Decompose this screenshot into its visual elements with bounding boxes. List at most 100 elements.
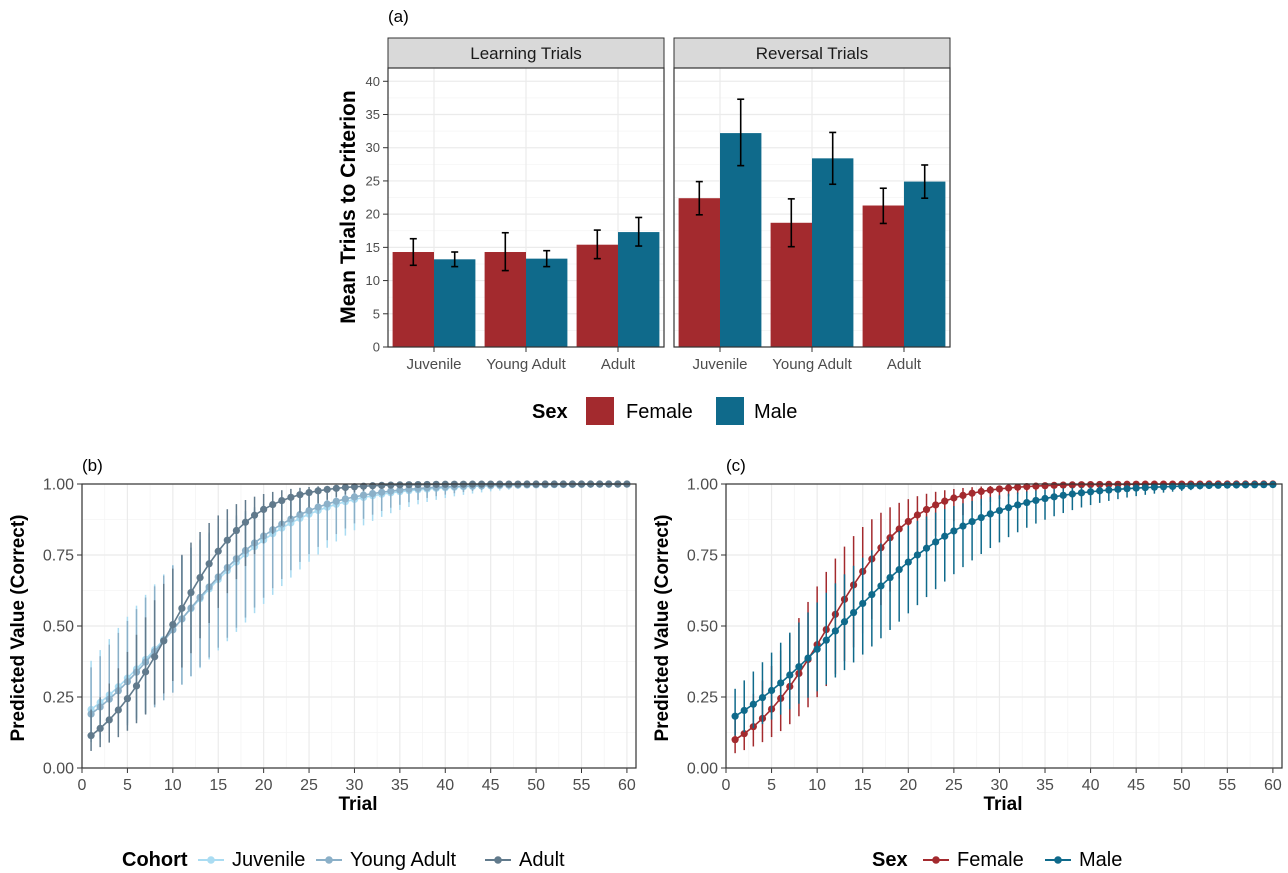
- point-adult: [396, 481, 404, 489]
- point-male: [932, 538, 940, 546]
- panel-c-line-chart: (c) 0 5 10 15 20 25 30 35 40 45 50 55 60 0.00 0.25 0.50…: [652, 456, 1283, 871]
- point-adult: [296, 491, 304, 499]
- legend-label-male: Male: [1079, 849, 1122, 871]
- point-female: [1014, 483, 1022, 491]
- plot-c-x-title: Trial: [983, 794, 1022, 815]
- point-male: [1223, 481, 1231, 489]
- point-young-adult: [305, 506, 313, 515]
- x-tick-label: 20: [255, 777, 273, 794]
- x-tick-label-juvenile: Juvenile: [406, 356, 461, 373]
- point-adult: [123, 695, 132, 703]
- facet-reversal-plot: Juvenile Young Adult Adult: [673, 67, 951, 373]
- point-adult: [260, 505, 268, 514]
- x-tick-label-adult: Adult: [601, 356, 636, 373]
- strip-learning-label: Learning Trials: [470, 44, 582, 63]
- point-male: [886, 574, 894, 582]
- panel-c-label: (c): [726, 456, 746, 475]
- point-male: [1014, 501, 1022, 509]
- point-male: [959, 522, 967, 530]
- legend-key-point-young-adult: [325, 856, 333, 864]
- legend-title: Sex: [872, 849, 908, 871]
- point-adult: [178, 604, 186, 612]
- point-female: [968, 489, 976, 497]
- bar-female-adult: [576, 244, 618, 347]
- point-adult: [323, 485, 331, 494]
- legend-key-point-female: [932, 856, 940, 864]
- point-male: [740, 706, 748, 715]
- point-female: [950, 494, 958, 502]
- point-female: [913, 511, 922, 519]
- legend-key-point-male: [1054, 856, 1062, 864]
- point-adult: [205, 560, 213, 568]
- point-adult: [232, 526, 240, 535]
- point-adult: [314, 487, 322, 495]
- point-female: [740, 730, 748, 738]
- facet-border: [387, 67, 665, 348]
- point-young-adult: [323, 500, 331, 508]
- legend-b: Cohort Juvenile Young Adult Adult: [122, 849, 565, 871]
- bar-male-adult: [904, 181, 946, 347]
- point-male: [1004, 504, 1013, 512]
- point-male: [786, 671, 794, 679]
- point-adult: [387, 481, 395, 489]
- point-adult: [214, 547, 222, 555]
- plot-c-y-title: Predicted Value (Correct): [652, 514, 673, 741]
- x-tick-label: 5: [767, 777, 776, 794]
- x-tick-label: 10: [808, 777, 826, 794]
- x-tick-label-young-adult: Young Adult: [772, 356, 852, 373]
- plot-c-area: 0 5 10 15 20 25 30 35 40 45 50 55 60 0.00 0.25 0.50 0.75…: [687, 477, 1283, 794]
- point-adult: [278, 496, 286, 505]
- strip-reversal: [673, 37, 951, 69]
- point-young-adult: [296, 510, 304, 519]
- point-male: [950, 527, 958, 535]
- point-male: [1123, 485, 1131, 493]
- point-adult: [132, 682, 141, 690]
- point-adult: [105, 716, 113, 724]
- point-male: [1096, 487, 1104, 495]
- point-female: [959, 491, 967, 499]
- point-female: [977, 487, 985, 496]
- point-female: [1041, 482, 1049, 490]
- x-tick-label-young-adult: Young Adult: [486, 356, 566, 373]
- x-tick-label: 0: [722, 777, 731, 794]
- point-adult: [378, 481, 386, 489]
- legend-label-female: Female: [957, 849, 1024, 871]
- point-female: [1023, 483, 1031, 491]
- legend-c: Sex Female Male: [872, 849, 1122, 871]
- x-tick-label: 50: [1173, 777, 1191, 794]
- y-tick-label: 0.50: [687, 619, 718, 636]
- point-adult: [187, 588, 195, 597]
- point-adult: [196, 574, 204, 582]
- x-tick-label: 45: [482, 777, 500, 794]
- point-male: [1050, 493, 1058, 501]
- point-male: [831, 627, 839, 635]
- x-tick-label: 25: [945, 777, 963, 794]
- point-male: [877, 582, 885, 590]
- y-tick-label: 10: [366, 273, 380, 288]
- point-male: [1214, 481, 1222, 489]
- point-male: [1196, 482, 1204, 490]
- legend-label-female: Female: [626, 401, 693, 423]
- point-adult: [223, 536, 231, 544]
- point-male: [850, 608, 858, 617]
- y-tick-label: 0.25: [43, 690, 74, 707]
- y-tick-label: 20: [366, 207, 380, 222]
- point-male: [913, 551, 922, 559]
- point-female: [995, 485, 1004, 493]
- point-female: [1077, 481, 1086, 489]
- legend-swatch-male: [716, 397, 744, 425]
- point-female: [1050, 481, 1058, 489]
- point-female: [986, 486, 994, 494]
- strip-reversal-label: Reversal Trials: [756, 44, 868, 63]
- x-tick-label: 10: [164, 777, 182, 794]
- legend-label-juvenile: Juvenile: [232, 849, 305, 871]
- point-adult: [405, 481, 413, 489]
- legend-title: Cohort: [122, 849, 188, 871]
- point-young-adult: [378, 488, 386, 496]
- y-tick-label: 25: [366, 173, 380, 188]
- point-male: [777, 679, 785, 687]
- point-male: [1086, 488, 1095, 496]
- x-tick-label: 60: [1264, 777, 1282, 794]
- point-male: [1187, 482, 1195, 490]
- point-male: [922, 544, 931, 552]
